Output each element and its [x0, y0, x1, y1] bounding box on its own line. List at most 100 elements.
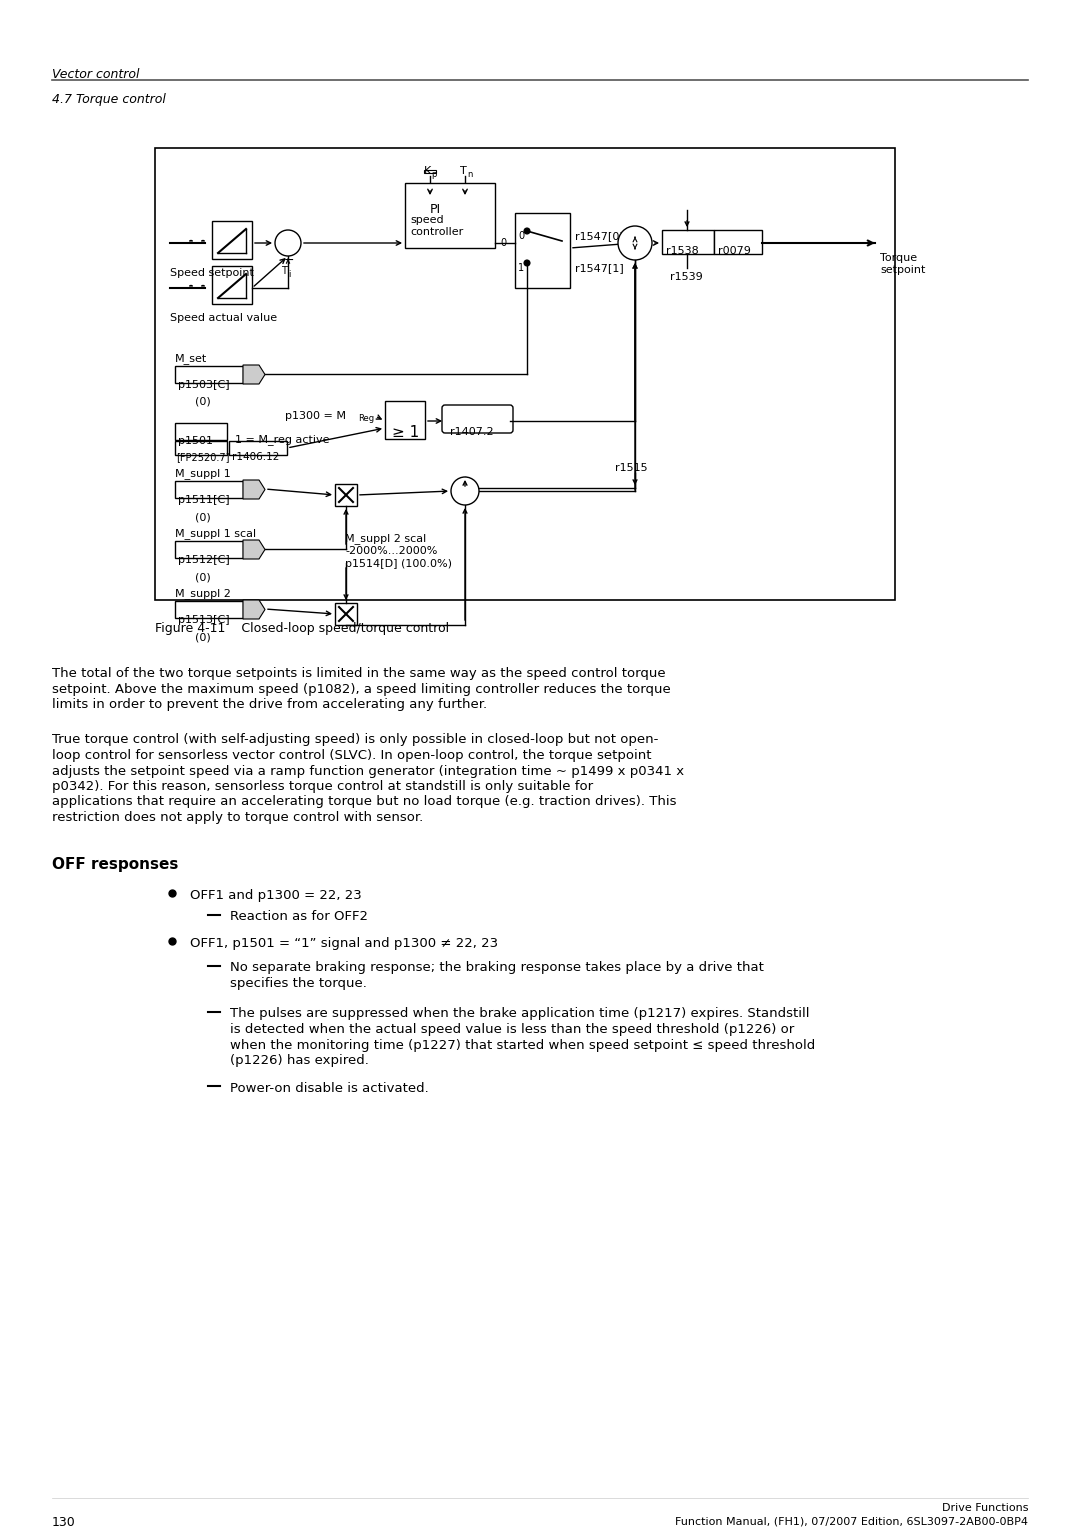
- Text: No separate braking response; the braking response takes place by a drive that: No separate braking response; the brakin…: [230, 962, 764, 974]
- Circle shape: [618, 226, 652, 260]
- Text: Power-on disable is activated.: Power-on disable is activated.: [230, 1081, 429, 1095]
- Text: Function Manual, (FH1), 07/2007 Edition, 6SL3097-2AB00-0BP4: Function Manual, (FH1), 07/2007 Edition,…: [675, 1516, 1028, 1525]
- Text: is detected when the actual speed value is less than the speed threshold (p1226): is detected when the actual speed value …: [230, 1023, 794, 1035]
- Text: The total of the two torque setpoints is limited in the same way as the speed co: The total of the two torque setpoints is…: [52, 667, 665, 680]
- Polygon shape: [243, 600, 265, 618]
- Text: p0342). For this reason, sensorless torque control at standstill is only suitabl: p0342). For this reason, sensorless torq…: [52, 780, 593, 793]
- Text: M_suppl 1 scal: M_suppl 1 scal: [175, 528, 256, 539]
- Text: i: i: [288, 270, 291, 279]
- Bar: [384, 402, 426, 438]
- Bar: [212, 221, 252, 260]
- Bar: [175, 541, 243, 557]
- Text: p1300 = M: p1300 = M: [285, 411, 346, 421]
- Bar: [424, 169, 436, 173]
- Text: M_set: M_set: [175, 353, 207, 363]
- Text: M_suppl 2: M_suppl 2: [175, 588, 231, 599]
- Text: M_suppl 2 scal: M_suppl 2 scal: [345, 533, 427, 544]
- Text: controller: controller: [410, 228, 463, 237]
- Text: when the monitoring time (p1227) that started when speed setpoint ≤ speed thresh: when the monitoring time (p1227) that st…: [230, 1038, 815, 1052]
- Bar: [175, 481, 243, 498]
- Text: r1547[1]: r1547[1]: [575, 263, 624, 273]
- Polygon shape: [243, 365, 265, 383]
- Bar: [335, 603, 357, 625]
- Text: −: −: [284, 253, 295, 267]
- Text: -2000%...2000%: -2000%...2000%: [345, 547, 437, 556]
- Text: K: K: [424, 166, 431, 176]
- Circle shape: [524, 228, 530, 234]
- Text: n: n: [467, 169, 472, 179]
- Text: (0): (0): [195, 573, 211, 582]
- Text: ≥ 1: ≥ 1: [392, 425, 419, 440]
- Text: Speed setpoint: Speed setpoint: [170, 269, 254, 278]
- Text: p1514[D] (100.0%): p1514[D] (100.0%): [345, 559, 453, 570]
- Polygon shape: [243, 541, 265, 559]
- Text: 0: 0: [500, 238, 507, 247]
- Text: r1406.12: r1406.12: [232, 452, 280, 463]
- Circle shape: [451, 476, 480, 505]
- Bar: [515, 212, 570, 289]
- Bar: [175, 602, 243, 618]
- Text: p: p: [431, 169, 436, 179]
- Text: specifies the torque.: specifies the torque.: [230, 977, 367, 989]
- Bar: [175, 423, 227, 440]
- Text: Reg: Reg: [357, 414, 374, 423]
- Text: (0): (0): [195, 632, 211, 641]
- Bar: [229, 441, 287, 455]
- Text: p1501: p1501: [178, 437, 213, 446]
- Bar: [175, 366, 243, 383]
- Bar: [156, 148, 895, 600]
- Text: p1512[C]: p1512[C]: [178, 554, 230, 565]
- Text: r1407.2: r1407.2: [450, 428, 494, 437]
- Text: True torque control (with self-adjusting speed) is only possible in closed-loop : True torque control (with self-adjusting…: [52, 733, 659, 747]
- Text: 130: 130: [52, 1516, 76, 1527]
- Text: speed: speed: [410, 215, 444, 224]
- Text: OFF1 and p1300 = 22, 23: OFF1 and p1300 = 22, 23: [190, 889, 362, 901]
- FancyBboxPatch shape: [442, 405, 513, 434]
- Text: loop control for sensorless vector control (SLVC). In open-loop control, the tor: loop control for sensorless vector contr…: [52, 750, 651, 762]
- Bar: [212, 266, 252, 304]
- Bar: [714, 231, 762, 253]
- Text: Figure 4-11    Closed-loop speed/torque control: Figure 4-11 Closed-loop speed/torque con…: [156, 621, 449, 635]
- Text: p1511[C]: p1511[C]: [178, 495, 230, 505]
- Text: Torque: Torque: [880, 253, 917, 263]
- Text: limits in order to prevent the drive from accelerating any further.: limits in order to prevent the drive fro…: [52, 698, 487, 712]
- Text: setpoint. Above the maximum speed (p1082), a speed limiting controller reduces t: setpoint. Above the maximum speed (p1082…: [52, 683, 671, 695]
- Text: r1538: r1538: [666, 246, 699, 257]
- Text: Drive Functions: Drive Functions: [942, 1503, 1028, 1513]
- Text: [FP2520.7]: [FP2520.7]: [176, 452, 229, 463]
- Bar: [662, 231, 714, 253]
- Text: restriction does not apply to torque control with sensor.: restriction does not apply to torque con…: [52, 811, 423, 825]
- Bar: [175, 441, 227, 455]
- Text: p1513[C]: p1513[C]: [178, 615, 230, 625]
- Text: applications that require an accelerating torque but no load torque (e.g. tracti: applications that require an acceleratin…: [52, 796, 676, 808]
- Text: Speed actual value: Speed actual value: [170, 313, 278, 324]
- Text: (0): (0): [195, 397, 211, 408]
- Text: M_suppl 1: M_suppl 1: [175, 467, 231, 479]
- Polygon shape: [243, 479, 265, 499]
- Text: r1539: r1539: [670, 272, 703, 282]
- Text: T: T: [281, 266, 287, 276]
- Text: OFF1, p1501 = “1” signal and p1300 ≠ 22, 23: OFF1, p1501 = “1” signal and p1300 ≠ 22,…: [190, 936, 498, 950]
- Text: setpoint: setpoint: [880, 266, 926, 275]
- Text: 0: 0: [518, 231, 524, 241]
- Circle shape: [275, 231, 301, 257]
- Text: 1 = M_reg active: 1 = M_reg active: [235, 434, 329, 444]
- Text: Reaction as for OFF2: Reaction as for OFF2: [230, 910, 368, 924]
- Text: 1: 1: [518, 263, 524, 273]
- Text: p1503[C]: p1503[C]: [178, 380, 230, 389]
- Bar: [335, 484, 357, 505]
- Text: The pulses are suppressed when the brake application time (p1217) expires. Stand: The pulses are suppressed when the brake…: [230, 1008, 810, 1020]
- Text: r1547[0]: r1547[0]: [575, 231, 624, 241]
- Text: (p1226) has expired.: (p1226) has expired.: [230, 1054, 369, 1067]
- Text: Vector control: Vector control: [52, 69, 139, 81]
- Text: (0): (0): [195, 512, 211, 522]
- Text: T: T: [460, 166, 467, 176]
- Text: adjusts the setpoint speed via a ramp function generator (integration time ~ p14: adjusts the setpoint speed via a ramp fu…: [52, 765, 684, 777]
- Text: r0079: r0079: [718, 246, 751, 257]
- Text: PI: PI: [430, 203, 441, 215]
- Text: r1515: r1515: [615, 463, 648, 473]
- Circle shape: [524, 260, 530, 266]
- Text: OFF responses: OFF responses: [52, 857, 178, 872]
- Bar: [405, 183, 495, 247]
- Text: 4.7 Torque control: 4.7 Torque control: [52, 93, 166, 105]
